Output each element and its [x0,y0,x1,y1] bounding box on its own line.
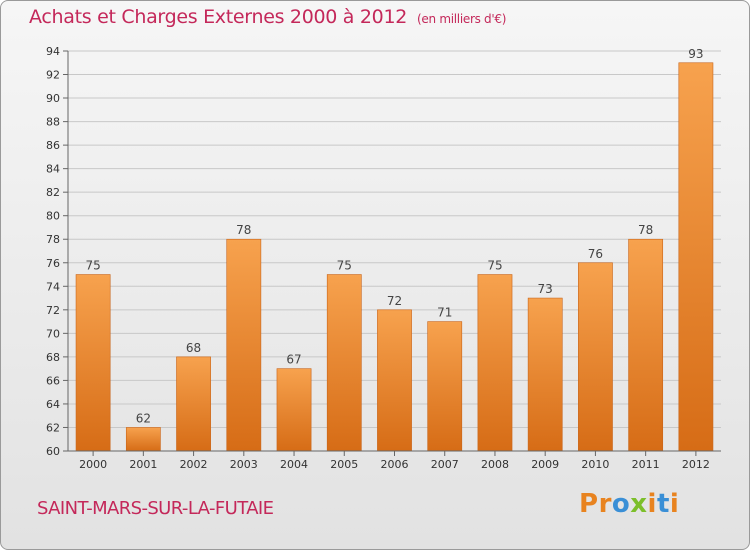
bar [477,274,513,452]
town-name: SAINT-MARS-SUR-LA-FUTAIE [37,498,274,519]
y-tick-label: 80 [46,210,60,223]
y-tick-label: 72 [46,304,60,317]
x-tick-label: 2009 [531,458,559,471]
bars: 75 62 68 78 67 75 72 71 75 73 76 78 93 [75,47,714,452]
y-tick-label: 66 [46,374,60,387]
y-tick-label: 92 [46,69,60,82]
y-tick-label: 84 [46,163,60,176]
logo-letter: r [598,489,612,519]
chart-title-text: Achats et Charges Externes 2000 à 2012 [29,6,408,28]
chart-unit: (en milliers d'€) [417,12,507,26]
x-tick-label: 2008 [481,458,509,471]
x-axis: 2000 2001 2002 2003 2004 2005 2006 2007 2008 2009… [68,450,721,471]
x-tick-label: 2010 [581,458,609,471]
y-tick-label: 88 [46,116,60,129]
value-label: 75 [85,259,100,273]
bar [326,274,362,452]
y-tick-label: 86 [46,139,60,152]
value-label: 62 [136,411,151,425]
logo-letter: t [656,489,670,519]
x-tick-label: 2006 [381,458,409,471]
y-tick-label: 68 [46,351,60,364]
bar [628,238,664,452]
value-label: 78 [236,223,251,237]
logo-letter: o [611,489,631,519]
bar [226,238,262,452]
bar [377,309,412,452]
value-label: 67 [286,353,301,367]
bar [578,262,613,452]
x-tick-label: 2007 [431,458,459,471]
y-axis: 60 62 64 66 68 70 72 74 76 78 80 82 84 86 88 90 92 94 [46,45,69,458]
bar [125,427,161,452]
value-label: 68 [186,341,201,355]
y-tick-label: 78 [46,233,60,246]
chart-title: Achats et Charges Externes 2000 à 2012 (e… [29,6,506,28]
bar [678,62,714,452]
bar [176,356,211,452]
bar [276,368,312,452]
x-tick-label: 2003 [230,458,258,471]
logo-letter: i [669,489,680,519]
y-tick-label: 62 [46,421,60,434]
y-tick-label: 60 [46,445,60,458]
value-label: 78 [638,223,653,237]
x-tick-label: 2011 [632,458,660,471]
value-label: 73 [538,282,553,296]
logo-letter: x [630,489,648,519]
logo-letter: i [647,489,657,519]
y-tick-label: 74 [46,280,60,293]
bar [427,321,463,452]
value-label: 93 [688,47,703,61]
y-tick-label: 76 [46,257,60,270]
x-tick-label: 2000 [79,458,107,471]
x-tick-label: 2004 [280,458,308,471]
x-tick-label: 2012 [682,458,710,471]
value-label: 76 [588,247,603,261]
y-tick-label: 94 [46,45,60,58]
y-tick-label: 70 [46,327,60,340]
y-tick-label: 64 [46,398,60,411]
x-tick-label: 2005 [330,458,358,471]
bar [527,297,563,452]
value-label: 75 [337,259,352,273]
bar [75,274,111,452]
value-label: 75 [487,259,502,273]
x-tick-label: 2001 [129,458,157,471]
x-tick-label: 2002 [180,458,208,471]
value-label: 72 [387,294,402,308]
logo-letter: P [579,489,599,519]
value-label: 71 [437,306,452,320]
y-tick-label: 90 [46,92,60,105]
proxiti-logo[interactable]: Proxiti [579,489,679,519]
y-tick-label: 82 [46,186,60,199]
